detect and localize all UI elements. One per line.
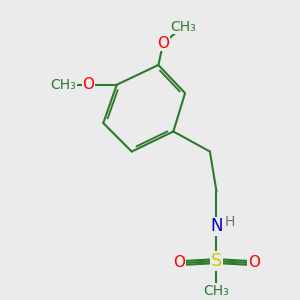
Text: O: O [173,255,185,270]
Text: O: O [82,77,94,92]
Text: O: O [157,36,169,51]
Text: H: H [225,215,235,229]
Text: CH₃: CH₃ [51,78,76,92]
Text: O: O [248,255,260,270]
Text: CH₃: CH₃ [204,284,230,298]
Text: CH₃: CH₃ [170,20,196,34]
Text: N: N [210,218,223,236]
Text: S: S [211,252,222,270]
